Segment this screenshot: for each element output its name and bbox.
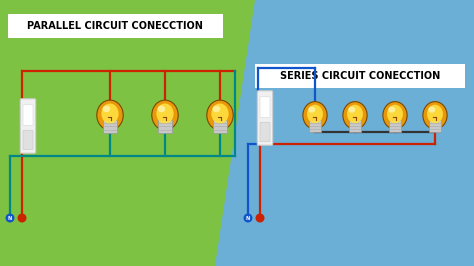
FancyBboxPatch shape (20, 99, 36, 153)
Ellipse shape (383, 102, 407, 129)
Bar (389, 119, 401, 132)
Circle shape (18, 214, 27, 222)
Circle shape (6, 214, 15, 222)
FancyBboxPatch shape (23, 130, 33, 149)
FancyBboxPatch shape (23, 105, 33, 126)
Ellipse shape (101, 103, 118, 124)
FancyBboxPatch shape (257, 91, 273, 145)
Ellipse shape (343, 102, 367, 129)
Ellipse shape (307, 105, 323, 123)
FancyBboxPatch shape (260, 122, 270, 142)
Bar (213, 120, 227, 133)
Ellipse shape (207, 100, 233, 130)
Circle shape (255, 214, 264, 222)
Text: SERIES CIRCUIT CONECCTION: SERIES CIRCUIT CONECCTION (280, 71, 440, 81)
Text: N: N (246, 215, 250, 221)
FancyBboxPatch shape (260, 97, 270, 118)
Ellipse shape (303, 102, 327, 129)
Ellipse shape (157, 106, 165, 112)
Ellipse shape (427, 105, 443, 123)
Ellipse shape (423, 102, 447, 129)
Bar (158, 120, 172, 133)
Text: N: N (8, 215, 12, 221)
Ellipse shape (387, 105, 403, 123)
Ellipse shape (348, 107, 355, 113)
Ellipse shape (97, 100, 123, 130)
Bar (103, 120, 117, 133)
Bar (8, 14, 223, 38)
Ellipse shape (156, 103, 173, 124)
Bar (255, 64, 465, 88)
Ellipse shape (308, 107, 315, 113)
Text: PARALLEL CIRCUIT CONECCTION: PARALLEL CIRCUIT CONECCTION (27, 21, 203, 31)
Bar (348, 119, 361, 132)
Ellipse shape (212, 106, 220, 112)
Ellipse shape (102, 106, 110, 112)
Ellipse shape (428, 107, 435, 113)
Ellipse shape (347, 105, 363, 123)
Ellipse shape (211, 103, 228, 124)
Bar (428, 119, 441, 132)
Ellipse shape (388, 107, 395, 113)
Polygon shape (0, 0, 255, 266)
Bar (309, 119, 321, 132)
Circle shape (244, 214, 253, 222)
Ellipse shape (152, 100, 178, 130)
